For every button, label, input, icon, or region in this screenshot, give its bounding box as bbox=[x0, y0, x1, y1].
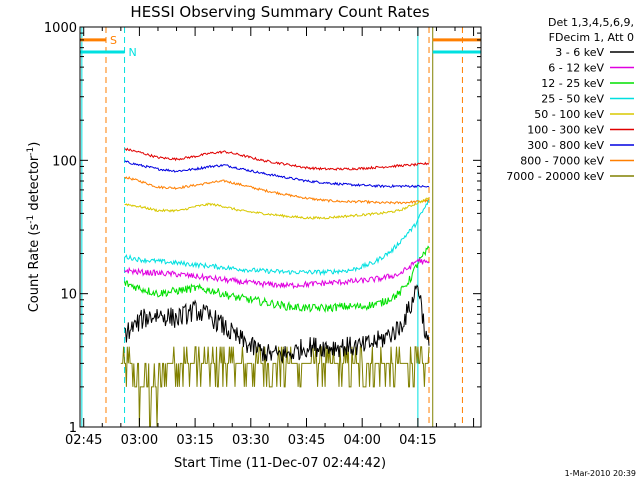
legend-header: Det 1,3,4,5,6,9, bbox=[548, 16, 634, 29]
flag-label: S bbox=[110, 34, 117, 47]
footer-timestamp: 1-Mar-2010 20:39 bbox=[565, 469, 636, 478]
series-line bbox=[124, 245, 430, 314]
flag-label: N bbox=[129, 46, 137, 59]
x-tick-label: 04:15 bbox=[399, 433, 436, 448]
legend-label: 100 - 300 keV bbox=[527, 124, 604, 137]
y-axis-label: Count Rate (s-1 detector-1) bbox=[26, 142, 42, 313]
series-line bbox=[124, 197, 430, 220]
x-tick-label: 03:45 bbox=[288, 433, 325, 448]
plot-frame bbox=[79, 26, 482, 428]
x-axis: 02:45 03:00 03:15 03:30 03:45 04:00 04:15 bbox=[65, 27, 475, 448]
legend-label: 3 - 6 keV bbox=[555, 46, 604, 59]
x-tick-label: 04:00 bbox=[343, 433, 380, 448]
plot-area: SN bbox=[80, 27, 481, 427]
x-axis-label: Start Time (11-Dec-07 02:44:42) bbox=[174, 456, 386, 471]
chart-title: HESSI Observing Summary Count Rates bbox=[130, 3, 429, 21]
legend-label: 25 - 50 keV bbox=[541, 93, 604, 106]
x-tick-label: 03:15 bbox=[176, 433, 213, 448]
legend-label: 6 - 12 keV bbox=[548, 62, 604, 75]
legend-label: 50 - 100 keV bbox=[534, 108, 604, 121]
legend-label: 12 - 25 keV bbox=[541, 77, 604, 90]
y-tick-label: 10 bbox=[60, 288, 77, 303]
series-line bbox=[124, 160, 430, 189]
series-line bbox=[124, 284, 430, 364]
x-tick-label: 02:45 bbox=[65, 433, 102, 448]
series-line bbox=[120, 346, 430, 427]
y-tick-label: 100 bbox=[52, 154, 77, 169]
series-line bbox=[124, 176, 430, 205]
series-lines bbox=[120, 147, 430, 427]
legend: Det 1,3,4,5,6,9, FDecim 1, Att 0 3 - 6 keV… bbox=[506, 16, 634, 183]
y-axis: 1 10 100 1000 bbox=[44, 21, 481, 436]
legend-header: FDecim 1, Att 0 bbox=[549, 31, 634, 44]
series-line bbox=[124, 147, 430, 171]
legend-label: 7000 - 20000 keV bbox=[506, 170, 604, 183]
legend-label: 800 - 7000 keV bbox=[520, 155, 604, 168]
x-tick-label: 03:30 bbox=[232, 433, 269, 448]
x-tick-label: 03:00 bbox=[121, 433, 158, 448]
y-tick-label: 1 bbox=[69, 421, 77, 436]
series-line bbox=[124, 199, 430, 277]
y-tick-label: 1000 bbox=[44, 21, 77, 36]
series-line bbox=[124, 258, 430, 290]
flags: SN bbox=[80, 34, 481, 59]
legend-label: 300 - 800 keV bbox=[527, 139, 604, 152]
